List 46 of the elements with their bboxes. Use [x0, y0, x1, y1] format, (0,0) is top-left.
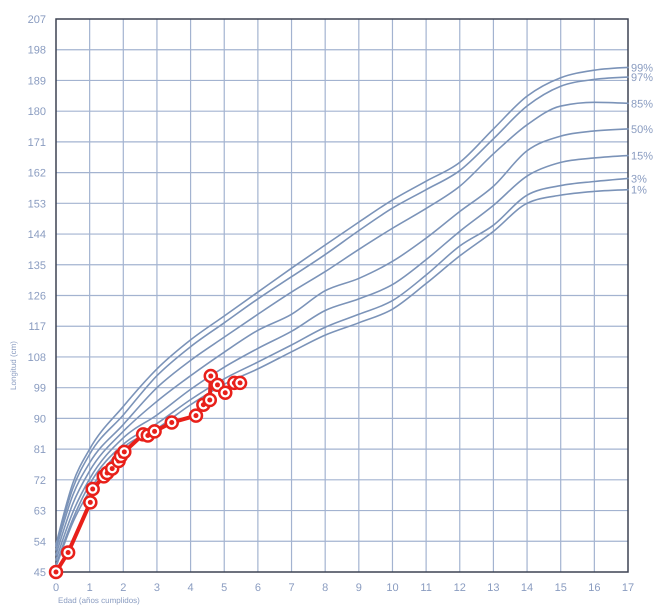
y-tick-label: 162 [28, 168, 46, 180]
y-tick-label: 117 [28, 321, 46, 334]
x-tick-label: 16 [588, 582, 600, 594]
y-tick-label: 54 [34, 536, 46, 548]
series-label: 85% [631, 98, 654, 110]
series-label: 97% [631, 72, 654, 84]
y-tick-label: 135 [28, 260, 46, 272]
y-tick-label: 99 [34, 382, 46, 395]
x-tick-label: 14 [520, 582, 534, 594]
y-tick-label: 45 [34, 567, 46, 579]
x-tick-label: 15 [554, 582, 567, 594]
y-tick-label: 189 [28, 75, 46, 88]
y-tick-label: 171 [28, 136, 46, 149]
series-label: 99% [631, 62, 654, 74]
y-tick-label: 108 [28, 352, 46, 364]
x-tick-label: 4 [188, 582, 194, 594]
y-axis-title: Longitud (cm) [9, 340, 18, 390]
series-label: 3% [631, 173, 648, 186]
y-tick-label: 63 [34, 506, 46, 518]
series-label: 1% [631, 184, 648, 197]
x-tick-label: 7 [288, 582, 295, 594]
y-tick-label: 144 [28, 229, 46, 242]
y-tick-label: 126 [28, 290, 46, 302]
y-tick-label: 198 [28, 44, 46, 57]
x-tick-label: 10 [386, 582, 399, 594]
y-tick-label: 81 [34, 444, 46, 456]
y-tick-label: 207 [28, 14, 46, 26]
x-tick-label: 2 [120, 582, 126, 594]
x-tick-label: 13 [487, 582, 500, 594]
x-tick-label: 17 [622, 582, 634, 594]
x-tick-label: 6 [254, 582, 261, 594]
x-axis-title: Edad (años cumplidos) [58, 596, 140, 605]
x-tick-label: 8 [322, 582, 328, 594]
y-tick-label: 153 [28, 198, 46, 210]
x-tick-label: 0 [52, 582, 60, 594]
y-tick-label: 180 [28, 106, 46, 118]
x-tick-label: 11 [420, 582, 432, 594]
x-tick-label: 12 [454, 582, 466, 594]
x-tick-label: 5 [221, 582, 228, 594]
x-tick-label: 9 [356, 582, 362, 594]
x-tick-label: 3 [154, 582, 160, 594]
x-tick-label: 1 [86, 582, 93, 594]
y-tick-label: 90 [34, 413, 46, 426]
series-label: 50% [631, 124, 654, 136]
y-tick-label: 72 [34, 474, 46, 487]
series-label: 15% [631, 150, 654, 163]
